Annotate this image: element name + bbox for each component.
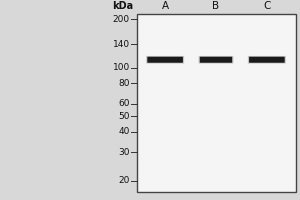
FancyBboxPatch shape [199, 56, 233, 64]
Text: 140: 140 [113, 40, 130, 49]
Text: kDa: kDa [112, 1, 134, 11]
Bar [136, 14, 296, 192]
FancyBboxPatch shape [249, 57, 285, 63]
Text: 50: 50 [118, 112, 130, 121]
FancyBboxPatch shape [248, 56, 286, 64]
Text: 40: 40 [118, 127, 130, 136]
Text: B: B [212, 1, 220, 11]
FancyBboxPatch shape [146, 56, 184, 64]
Text: 80: 80 [118, 79, 130, 88]
FancyBboxPatch shape [200, 57, 232, 63]
Text: 100: 100 [113, 63, 130, 72]
Text: C: C [263, 1, 271, 11]
FancyBboxPatch shape [147, 57, 183, 63]
Text: 30: 30 [118, 148, 130, 157]
Text: 20: 20 [118, 176, 130, 185]
Text: 200: 200 [113, 15, 130, 24]
Text: 60: 60 [118, 99, 130, 108]
Text: A: A [162, 1, 169, 11]
